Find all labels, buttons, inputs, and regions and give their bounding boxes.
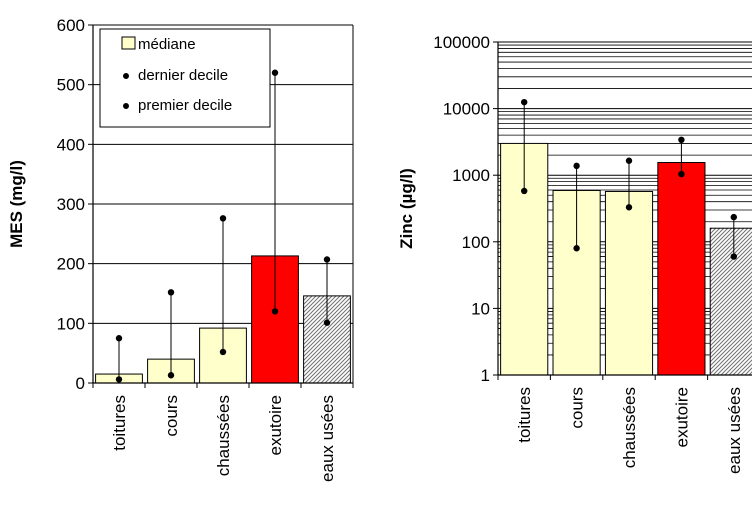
x-category-label: chaussées <box>214 395 233 476</box>
legend-label: dernier decile <box>138 67 228 84</box>
dernier-decile-point <box>521 98 528 106</box>
premier-decile-point <box>167 372 175 379</box>
premier-decile-point <box>115 376 123 383</box>
legend: médiane dernier decile premier decile <box>99 28 271 128</box>
legend-marker-dernier-decile <box>123 73 129 79</box>
y-tick-label: 10000 <box>443 100 490 119</box>
y-tick-label: 10 <box>471 299 490 318</box>
dernier-decile-point <box>625 157 633 164</box>
legend-marker-premier-decile <box>123 103 129 109</box>
chart-1: 0 100 200 300 400 500 600 toitures cours chaussée… <box>7 16 354 482</box>
dernier-decile-point <box>678 136 685 144</box>
axes: 1 10 100 1000 10000 100000 toitures cours chauss… <box>433 33 752 474</box>
premier-decile-point <box>271 308 279 315</box>
y-axis-title: Zinc (µg/l) <box>397 168 416 249</box>
y-tick-label: 1 <box>481 366 490 385</box>
x-category-label: chaussées <box>620 387 639 468</box>
dernier-decile-point <box>323 256 331 263</box>
chart-2: 1 10 100 1000 10000 100000 toitures cours chauss… <box>397 33 752 474</box>
y-tick-label: 100 <box>462 233 490 252</box>
dernier-decile-point <box>573 162 580 170</box>
y-tick-label: 400 <box>57 135 85 154</box>
decile-markers <box>115 69 331 383</box>
y-tick-label: 0 <box>76 374 85 393</box>
y-axis-title: MES (mg/l) <box>7 160 26 248</box>
dernier-decile-point <box>730 213 737 221</box>
x-category-label: toitures <box>515 387 534 443</box>
y-tick-label: 1000 <box>452 166 490 185</box>
bar-eaux usées <box>709 227 752 376</box>
premier-decile-point <box>678 170 685 178</box>
x-category-label: exutoire <box>266 395 285 455</box>
y-tick-label: 600 <box>57 16 85 35</box>
dernier-decile-point <box>167 289 175 296</box>
y-tick-label: 500 <box>57 76 85 95</box>
premier-decile-point <box>323 319 331 326</box>
x-category-label: eaux usées <box>318 395 337 482</box>
dernier-decile-point <box>271 69 279 76</box>
legend-label: médiane <box>138 36 196 53</box>
y-tick-label: 100000 <box>433 33 490 52</box>
legend-swatch-mediane <box>121 36 136 50</box>
premier-decile-point <box>625 204 633 211</box>
premier-decile-point <box>573 245 580 252</box>
bars <box>95 255 351 384</box>
bar-exutoire <box>657 162 706 376</box>
y-tick-label: 200 <box>57 255 85 274</box>
dernier-decile-point <box>219 215 227 222</box>
x-category-label: eaux usées <box>725 387 744 474</box>
x-category-label: toitures <box>110 395 129 451</box>
y-tick-label: 300 <box>57 195 85 214</box>
y-tick-label: 100 <box>57 314 85 333</box>
decile-markers <box>521 98 737 260</box>
x-category-label: exutoire <box>672 387 691 447</box>
premier-decile-point <box>521 187 528 195</box>
axes: 0 100 200 300 400 500 600 toitures cours chaussée… <box>57 16 354 482</box>
x-category-label: cours <box>162 395 181 437</box>
dernier-decile-point <box>115 335 123 342</box>
premier-decile-point <box>219 348 227 356</box>
bar-chaussées <box>604 190 654 376</box>
x-category-label: cours <box>568 387 587 429</box>
legend-label: premier decile <box>138 97 232 114</box>
premier-decile-point <box>730 253 737 260</box>
